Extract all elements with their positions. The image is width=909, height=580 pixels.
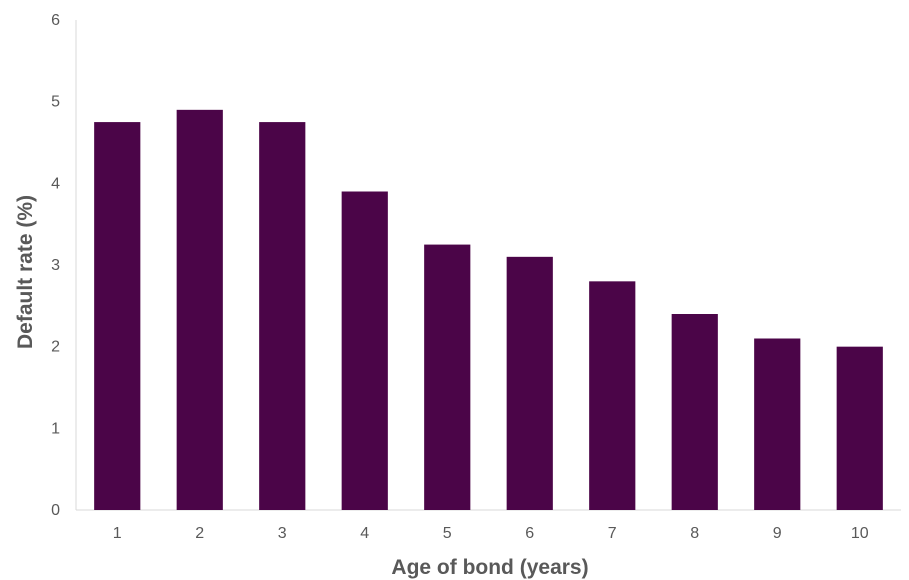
bar [259, 122, 306, 510]
bar [506, 256, 553, 510]
x-tick-label: 9 [773, 525, 782, 542]
bar [836, 346, 883, 510]
y-tick-label: 1 [51, 420, 60, 437]
y-tick-label: 0 [51, 502, 60, 519]
x-tick-label: 8 [690, 525, 699, 542]
x-tick-label: 1 [113, 525, 122, 542]
x-tick-label: 3 [278, 525, 287, 542]
y-tick-label: 5 [51, 94, 60, 111]
bar [754, 338, 801, 510]
bar [341, 191, 388, 510]
bar [176, 109, 223, 510]
bar [671, 314, 718, 510]
x-tick-label: 5 [443, 525, 452, 542]
bar [589, 281, 636, 510]
bar [94, 122, 141, 510]
x-tick-label: 2 [195, 525, 204, 542]
y-tick-label: 2 [51, 339, 60, 356]
x-axis-ticks: 1 2 3 4 5 6 7 8 9 10 [113, 525, 869, 542]
bar [424, 244, 471, 511]
x-tick-label: 10 [851, 525, 869, 542]
bars [94, 109, 883, 511]
x-tick-label: 7 [608, 525, 617, 542]
x-axis-title: Age of bond (years) [391, 556, 588, 579]
y-tick-label: 3 [51, 257, 60, 274]
x-tick-label: 6 [525, 525, 534, 542]
y-tick-label: 4 [51, 175, 60, 192]
x-tick-label: 4 [360, 525, 369, 542]
y-axis-ticks: 0 1 2 3 4 5 6 [51, 12, 60, 519]
y-axis-title: Default rate (%) [14, 195, 37, 349]
y-tick-label: 6 [51, 12, 60, 29]
